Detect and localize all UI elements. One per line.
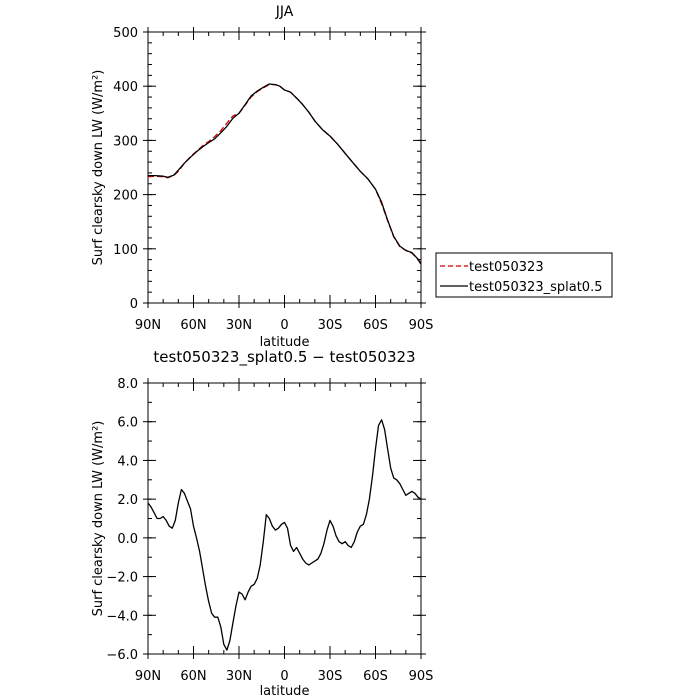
x-tick-label: 90S (409, 669, 434, 684)
x-axis-label: latitude (260, 335, 310, 350)
series-line-0 (147, 419, 422, 651)
y-tick-label: 0.0 (117, 532, 138, 547)
series-line-0 (147, 83, 422, 265)
chart-title: JJA (275, 4, 294, 20)
x-tick-label: 30N (226, 318, 252, 333)
legend-label: test050323_splat0.5 (469, 280, 602, 295)
legend-box (435, 252, 613, 298)
y-tick-label: −6.0 (106, 648, 138, 663)
legend-label: test050323 (469, 260, 544, 275)
y-tick-label: 8.0 (117, 377, 138, 392)
y-tick-label: −4.0 (106, 609, 138, 624)
x-tick-label: 0 (280, 669, 288, 684)
x-tick-label: 30S (318, 318, 343, 333)
y-axis-label: Surf clearsky down LW (W/m²) (91, 70, 106, 266)
y-tick-label: 200 (113, 189, 138, 204)
x-tick-label: 90N (135, 318, 161, 333)
x-tick-label: 60S (363, 318, 388, 333)
y-tick-label: 0 (130, 297, 138, 312)
plot-frame (147, 31, 422, 304)
series-line-1 (148, 83, 422, 265)
x-tick-label: 30S (318, 669, 343, 684)
chart-title: test050323_splat0.5 − test050323 (153, 348, 415, 367)
x-tick-label: 60N (180, 318, 206, 333)
x-tick-label: 60N (180, 669, 206, 684)
x-tick-label: 0 (280, 318, 288, 333)
x-axis-label: latitude (260, 684, 310, 699)
y-tick-label: 300 (113, 134, 138, 149)
x-tick-label: 90S (409, 318, 434, 333)
bottom-panel: 90N 60N 30N 0 30S 60S 90S −6.0 −4.0 −2.0 0.0 2.0 4.0… (91, 348, 433, 699)
x-tick-label: 90N (135, 669, 161, 684)
y-tick-label: 400 (113, 80, 138, 95)
y-tick-label: 500 (113, 26, 138, 41)
y-tick-label: 100 (113, 243, 138, 258)
x-tick-label: 30N (226, 669, 252, 684)
y-tick-label: 2.0 (117, 493, 138, 508)
x-tick-label: 60S (363, 669, 388, 684)
y-tick-label: −2.0 (106, 571, 138, 586)
y-tick-label: 6.0 (117, 416, 138, 431)
y-axis-label: Surf clearsky down LW (W/m²) (91, 421, 106, 617)
top-panel: 90N 60N 30N 0 30S 60S 90S 0 100 200 300 400 500 JJA la… (91, 4, 613, 350)
y-tick-label: 4.0 (117, 454, 138, 469)
